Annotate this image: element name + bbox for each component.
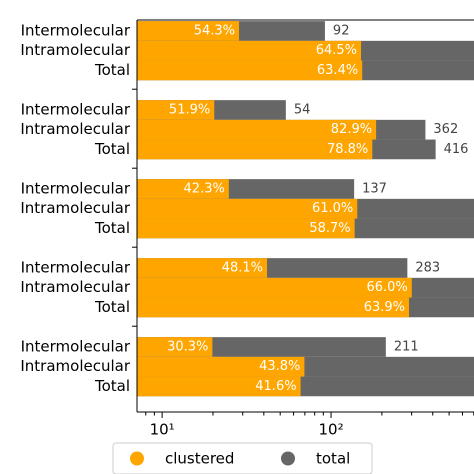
y-tick-label: Intramolecular (20, 120, 130, 138)
bar-label: 92 (333, 24, 350, 39)
bar-clustered (137, 179, 229, 199)
y-tick-label: Intermolecular (21, 22, 131, 40)
y-tick-label: Total (94, 219, 130, 237)
bar-label: 283 (415, 261, 440, 276)
bar-clustered (137, 40, 362, 61)
bar-label: 48.1% (222, 261, 263, 276)
bar-clustered (137, 297, 410, 318)
bar-label: 54 (294, 103, 311, 118)
y-tick-label: Total (94, 61, 130, 79)
bar-clustered (137, 376, 301, 397)
bar-label: 61.0% (312, 201, 353, 216)
x-tick-label: 10¹ (150, 421, 175, 439)
bar-label: 30.3% (167, 340, 208, 355)
bar-label: 64.5% (316, 43, 357, 58)
y-tick-label: Intramolecular (20, 278, 130, 296)
bar-clustered (137, 218, 355, 239)
bar-label: 42.3% (184, 182, 225, 197)
bar-clustered (137, 139, 373, 160)
y-tick-label: Intermolecular (21, 259, 131, 277)
bar-label: 51.9% (169, 103, 210, 118)
bar-label: 362 (433, 122, 458, 137)
legend-marker (130, 451, 144, 466)
y-tick-label: Intermolecular (21, 180, 131, 198)
bar-label: 416 (444, 142, 469, 157)
bar-clustered (137, 277, 412, 298)
y-tick-label: Intramolecular (20, 199, 130, 217)
legend-box (112, 442, 373, 474)
bar-clustered (137, 60, 363, 81)
bar-label: 58.7% (309, 221, 350, 236)
y-tick-label: Intramolecular (20, 357, 130, 375)
bar-clustered (137, 198, 358, 219)
bar-label: 82.9% (331, 122, 372, 137)
bar-clustered (137, 356, 305, 377)
bar-label: 41.6% (255, 379, 296, 394)
y-tick-label: Total (94, 298, 130, 316)
bar-label: 78.8% (327, 142, 368, 157)
bar-label: 66.0% (366, 280, 407, 295)
legend-label: total (316, 450, 350, 468)
bar-clustered (137, 100, 215, 120)
legend-marker (281, 451, 295, 466)
legend-label: clustered (165, 450, 234, 468)
bar-clustered (137, 21, 240, 41)
bar-label: 54.3% (194, 24, 235, 39)
bar-label: 43.8% (259, 359, 300, 374)
bar-clustered (137, 119, 377, 140)
bar-clustered (137, 258, 268, 278)
bar-clustered (137, 337, 213, 357)
y-tick-label: Intramolecular (20, 41, 130, 59)
bar-label: 63.4% (317, 63, 358, 78)
bar-label: 63.9% (364, 300, 405, 315)
y-tick-label: Total (94, 140, 130, 158)
y-tick-label: Intermolecular (21, 338, 131, 356)
y-tick-label: Total (94, 377, 130, 395)
x-tick-label: 10² (318, 421, 343, 439)
bar-label: 137 (362, 182, 387, 197)
bar-label: 211 (394, 340, 419, 355)
y-tick-label: Intermolecular (21, 101, 131, 119)
